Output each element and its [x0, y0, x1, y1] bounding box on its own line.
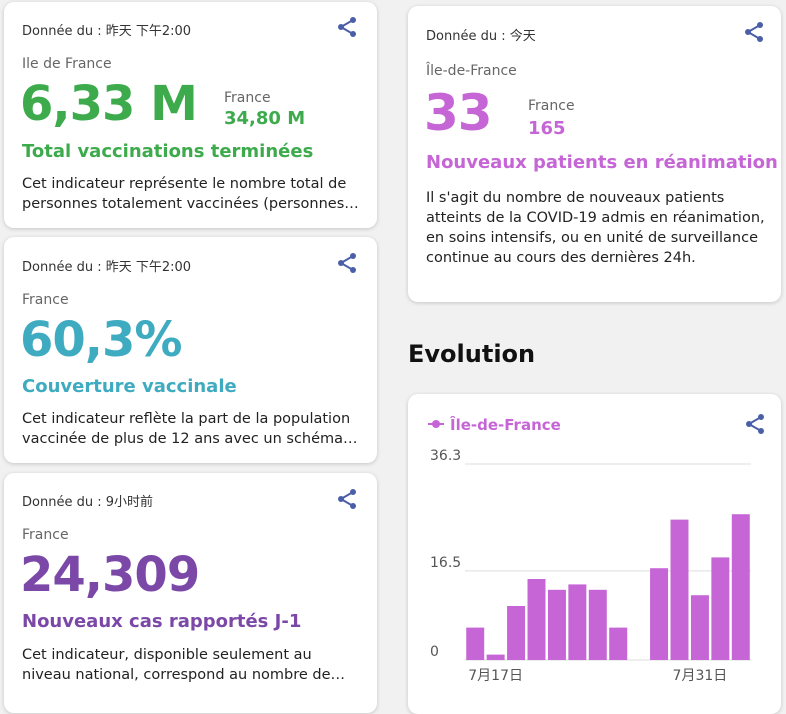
- share-icon[interactable]: [335, 15, 359, 39]
- card-date: Donnée du : 昨天 下午2:00: [22, 260, 192, 275]
- card-nouveaux-patients-reanimation[interactable]: Donnée du : 今天 Île-de-France 33 France 1…: [408, 6, 781, 302]
- chart-bar: [588, 589, 607, 660]
- indicator-title: Total vaccinations terminées: [22, 141, 314, 162]
- indicator-title: Nouveaux patients en réanimation: [426, 152, 778, 173]
- region-label: Île-de-France: [426, 63, 517, 79]
- y-tick-label: 36.3: [430, 448, 461, 464]
- france-label: France: [224, 90, 271, 106]
- chart-bar: [507, 606, 526, 660]
- indicator-description: Cet indicateur, disponible seulement au …: [22, 647, 331, 683]
- chart-bar: [466, 627, 485, 660]
- share-icon[interactable]: [742, 20, 766, 44]
- evolution-heading: Evolution: [408, 340, 536, 368]
- card-couverture-vaccinale[interactable]: Donnée du : 昨天 下午2:00 France 60,3% Couve…: [4, 237, 377, 463]
- x-tick-label: 7月17日: [468, 668, 523, 684]
- legend-dot-marker: [432, 420, 440, 428]
- chart-bar: [731, 514, 750, 660]
- indicator-description: Cet indicateur représente le nombre tota…: [22, 176, 347, 212]
- share-icon[interactable]: [335, 487, 359, 511]
- indicator-description: Il s'agit du nombre de nouveaux patients…: [426, 190, 765, 266]
- chart-bar: [486, 654, 505, 660]
- indicator-title: Nouveaux cas rapportés J-1: [22, 611, 302, 632]
- share-icon[interactable]: [335, 251, 359, 275]
- france-value: 165: [528, 118, 566, 139]
- indicator-value: 60,3%: [20, 312, 183, 368]
- card-date: Donnée du : 昨天 下午2:00: [22, 24, 192, 39]
- chart-bar: [609, 627, 628, 660]
- region-label: France: [22, 527, 69, 543]
- chart-bar: [711, 557, 730, 660]
- france-label: France: [528, 98, 575, 114]
- chart-tick-labels: 36.3 16.5 0 7月17日 7月31日: [430, 448, 727, 684]
- indicator-title: Couverture vaccinale: [22, 376, 237, 397]
- share-icon[interactable]: [746, 414, 764, 434]
- y-tick-label: 0: [430, 644, 439, 660]
- card-total-vaccinations[interactable]: Donnée du : 昨天 下午2:00 Ile de France 6,33…: [4, 2, 377, 228]
- chart-bar: [650, 568, 669, 660]
- region-label: Ile de France: [22, 56, 112, 72]
- evolution-chart: Île-de-France 36.3 16.5 0 7月17日 7月31日: [428, 414, 764, 684]
- card-nouveaux-cas[interactable]: Donnée du : 9小时前 France 24,309 Nouveaux …: [4, 473, 377, 713]
- chart-bars: [466, 514, 750, 660]
- chart-bar: [547, 589, 566, 660]
- chart-bar: [670, 519, 689, 660]
- region-label: France: [22, 292, 69, 308]
- card-date: Donnée du : 9小时前: [22, 495, 153, 510]
- chart-bar: [527, 579, 546, 660]
- x-tick-label: 7月31日: [673, 668, 728, 684]
- indicator-description: Cet indicateur reflète la part de la pop…: [22, 411, 351, 447]
- chart-bar: [568, 584, 587, 660]
- chart-legend-label: Île-de-France: [450, 415, 561, 434]
- indicator-value: 24,309: [20, 547, 200, 603]
- y-tick-label: 16.5: [430, 555, 461, 571]
- indicator-value: 33: [424, 84, 493, 142]
- chart-bar: [690, 595, 709, 660]
- indicator-value: 6,33 M: [20, 76, 198, 132]
- chart-card: Île-de-France 36.3 16.5 0 7月17日 7月31日: [408, 394, 781, 714]
- card-date: Donnée du : 今天: [426, 29, 536, 44]
- france-value: 34,80 M: [224, 108, 306, 129]
